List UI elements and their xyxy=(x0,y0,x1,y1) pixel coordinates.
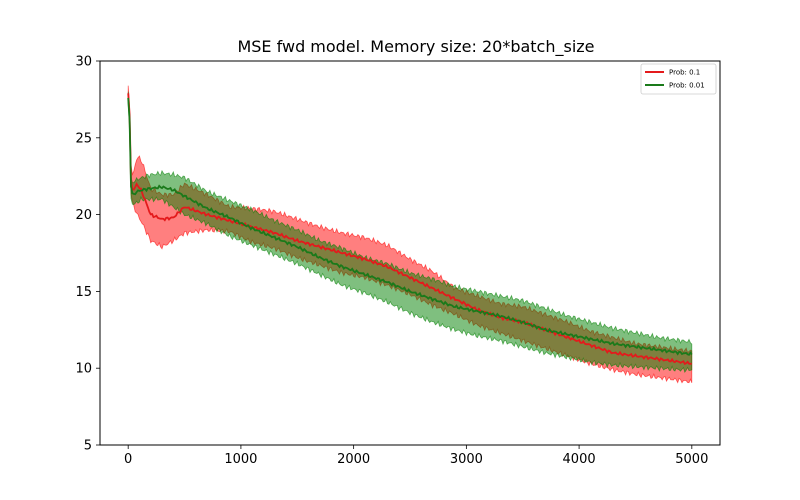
legend-label-prob-0-1: Prob: 0.1 xyxy=(669,69,700,77)
confidence-band-1 xyxy=(127,91,693,373)
y-axis-ticks: 5 10 15 20 25 30 xyxy=(75,55,100,454)
x-tick-label: 1000 xyxy=(224,452,257,467)
series-lines xyxy=(127,93,693,366)
plot-area-frame xyxy=(99,60,721,446)
x-tick-label: 5000 xyxy=(675,452,708,467)
series-line-1 xyxy=(127,97,693,356)
y-tick-label: 15 xyxy=(75,285,92,300)
confidence-bands xyxy=(127,85,693,384)
y-tick-label: 25 xyxy=(75,131,92,146)
x-tick-label: 4000 xyxy=(563,452,596,467)
legend: Prob: 0.1 Prob: 0.01 xyxy=(640,63,717,95)
y-tick-label: 10 xyxy=(75,362,92,377)
x-tick-label: 0 xyxy=(124,452,132,467)
y-tick-label: 20 xyxy=(75,208,92,223)
x-tick-label: 2000 xyxy=(337,452,370,467)
y-tick-label: 30 xyxy=(75,55,92,70)
x-tick-label: 3000 xyxy=(450,452,483,467)
chart-title: MSE fwd model. Memory size: 20*batch_siz… xyxy=(237,37,594,57)
x-axis-ticks: 0 1000 2000 3000 4000 5000 xyxy=(124,445,708,467)
legend-label-prob-0-01: Prob: 0.01 xyxy=(669,82,705,90)
series-line-0 xyxy=(127,93,692,366)
y-tick-label: 5 xyxy=(84,439,92,454)
